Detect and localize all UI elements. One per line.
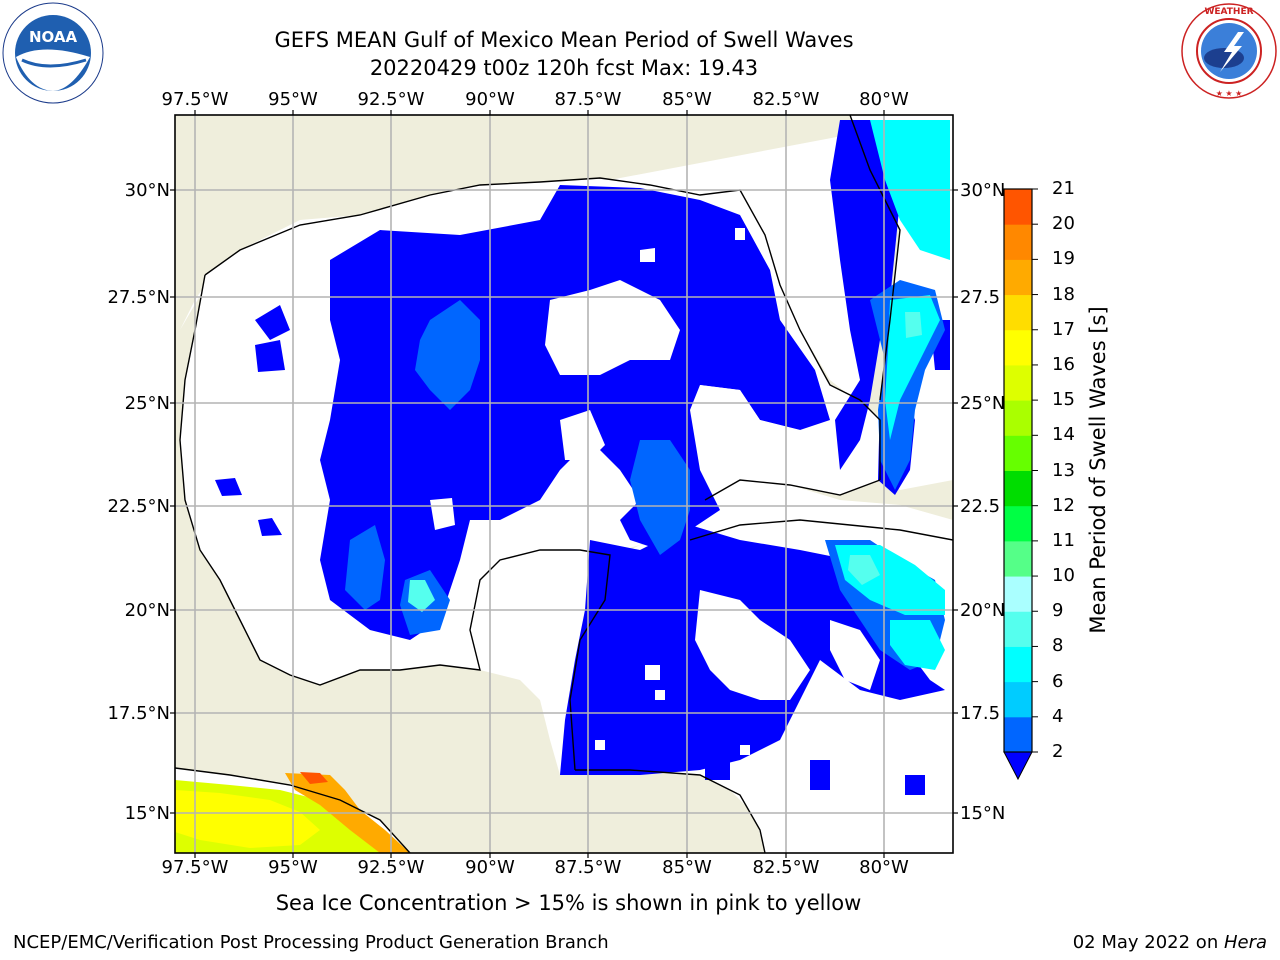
colorbar-segment <box>1004 470 1032 507</box>
lon-label: 92.5°W <box>357 89 425 110</box>
colorbar-tick-label: 8 <box>1052 635 1064 657</box>
colorbar-segment <box>1004 576 1032 612</box>
colorbar-tick-label: 20 <box>1052 213 1075 235</box>
axis-ticks <box>170 110 958 858</box>
lat-label: 22.5 <box>960 496 1001 517</box>
lat-label: 15°N <box>960 803 1006 824</box>
colorbar-segment <box>1004 540 1032 577</box>
colorbar-extend-arrow <box>1003 751 1033 781</box>
lon-label: 87.5°W <box>554 89 622 110</box>
colorbar-tick-label: 13 <box>1052 459 1075 481</box>
colorbar <box>1003 188 1038 781</box>
lon-label: 82.5°W <box>752 89 820 110</box>
lon-label: 82.5°W <box>752 857 820 878</box>
lon-label: 87.5°W <box>554 857 622 878</box>
map-frame <box>174 114 954 854</box>
colorbar-segment <box>1004 505 1032 542</box>
lon-label: 85°W <box>662 89 712 110</box>
lat-label: 27.5 <box>960 287 1001 308</box>
colorbar-label: Mean Period of Swell Waves [s] <box>1086 306 1110 634</box>
lon-label: 80°W <box>859 89 909 110</box>
colorbar-tick-label: 14 <box>1052 424 1075 446</box>
noaa-logo-text: NOAA <box>29 28 78 46</box>
ice-field-yellow-inner <box>175 790 320 848</box>
colorbar-segment <box>1004 259 1032 296</box>
colorbar-tick-label: 11 <box>1052 529 1075 551</box>
svg-text:WEATHER: WEATHER <box>1204 7 1253 17</box>
map-subtitle: 20220429 t00z 120h fcst Max: 19.43 <box>369 56 759 80</box>
noaa-logo: NOAA <box>2 2 104 104</box>
colorbar-segment <box>1004 716 1032 753</box>
lat-label: 25°N <box>960 393 1006 414</box>
lon-label: 95°W <box>268 89 318 110</box>
colorbar-tick-label: 17 <box>1052 318 1075 340</box>
colorbar-segment <box>1004 189 1032 225</box>
footer-date: 02 May 2022 on Hera <box>1073 932 1267 953</box>
colorbar-segment <box>1004 224 1032 260</box>
map-title: GEFS MEAN Gulf of Mexico Mean Period of … <box>274 28 854 52</box>
lat-label: 17.5 <box>960 703 1001 724</box>
footer-date-text: 02 May 2022 on <box>1072 932 1224 953</box>
nws-logo: WEATHER ★ ★ ★ <box>1180 2 1278 100</box>
graticule <box>175 115 953 853</box>
colorbar-tick-label: 15 <box>1052 389 1075 411</box>
colorbar-tick-label: 10 <box>1052 565 1075 587</box>
lat-label: 22.5°N <box>107 496 170 517</box>
lon-label: 92.5°W <box>357 857 425 878</box>
colorbar-tick-label: 16 <box>1052 353 1075 375</box>
swell-field-6-8s <box>408 312 922 612</box>
lon-label: 97.5°W <box>161 89 229 110</box>
lon-label: 80°W <box>859 857 909 878</box>
colorbar-segment <box>1004 646 1032 683</box>
footer-host: Hera <box>1223 932 1267 953</box>
colorbar-segment <box>1004 611 1032 647</box>
lat-label: 20°N <box>124 600 170 621</box>
lat-label: 15°N <box>124 803 170 824</box>
colorbar-segment <box>1004 364 1032 401</box>
lon-label: 90°W <box>465 89 515 110</box>
lat-label: 30°N <box>124 180 170 201</box>
ice-field-red <box>300 772 328 784</box>
lon-label: 85°W <box>662 857 712 878</box>
colorbar-tick-label: 2 <box>1052 741 1064 762</box>
footer-credit: NCEP/EMC/Verification Post Processing Pr… <box>13 932 609 953</box>
lat-label: 25°N <box>124 393 170 414</box>
colorbar-tick-label: 19 <box>1052 248 1075 270</box>
swell-field-gaps <box>430 228 880 755</box>
colorbar-tick-label: 6 <box>1052 670 1064 692</box>
colorbar-segment <box>1004 294 1032 331</box>
colorbar-tick-label: 18 <box>1052 283 1075 305</box>
colorbar-segment <box>1004 681 1032 718</box>
colorbar-tick-label: 9 <box>1052 600 1064 622</box>
colorbar-segment <box>1004 400 1032 436</box>
lat-label: 30°N <box>960 180 1006 201</box>
colorbar-segment <box>1004 435 1032 471</box>
ice-caption: Sea Ice Concentration > 15% is shown in … <box>275 891 862 915</box>
svg-text:★ ★ ★: ★ ★ ★ <box>1216 89 1243 98</box>
lon-label: 95°W <box>268 857 318 878</box>
colorbar-tick-label: 12 <box>1052 494 1075 516</box>
colorbar-tick-label: 4 <box>1052 705 1064 727</box>
lon-label: 97.5°W <box>161 857 229 878</box>
lat-label: 27.5°N <box>107 287 170 308</box>
lat-label: 17.5°N <box>107 703 170 724</box>
colorbar-tick-label: 21 <box>1052 178 1075 199</box>
colorbar-segment <box>1004 329 1032 366</box>
lon-label: 90°W <box>465 857 515 878</box>
lat-label: 20°N <box>960 600 1006 621</box>
